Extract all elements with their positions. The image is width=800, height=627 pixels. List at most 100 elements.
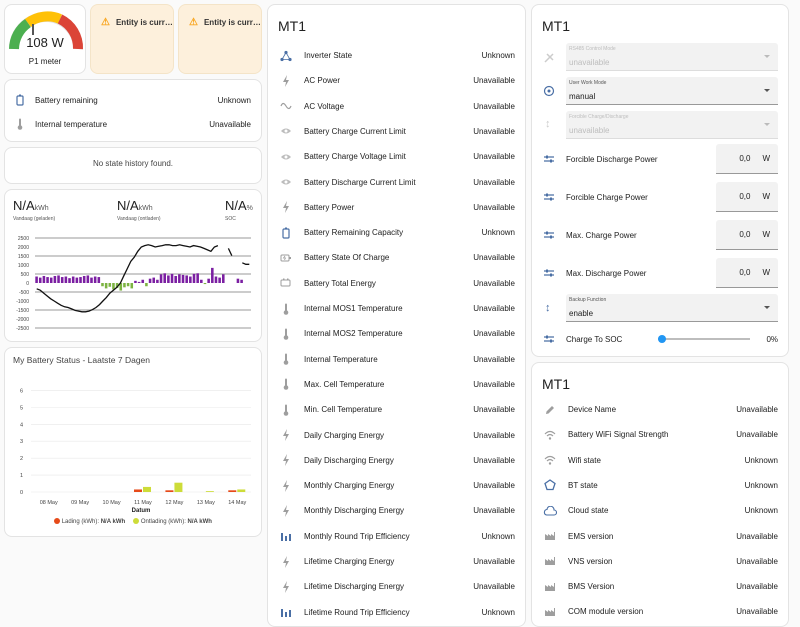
row-ac-voltage[interactable]: AC Voltage Unavailable [268,94,525,119]
tune-icon [532,192,566,202]
row-label: Battery Discharge Current Limit [304,177,416,187]
row-ems-version[interactable]: EMS version Unavailable [532,524,788,549]
stat-soc[interactable]: N/A% SOC [225,197,253,222]
charge-to-soc-slider[interactable] [658,334,750,344]
gauge-segment-red [57,14,83,50]
row-label: Inverter State [304,51,353,60]
row-vns-version[interactable]: VNS version Unavailable [532,549,788,574]
row-value: Unavailable [473,101,515,111]
row-bt-state[interactable]: BT state Unknown [532,473,788,498]
row-value: Unavailable [736,405,778,414]
row-wifi-state[interactable]: Wifi state Unknown [532,448,788,473]
row-battery-discharge-current-limit[interactable]: Battery Discharge Current Limit Unavailab… [268,170,525,195]
row-internal-temperature[interactable]: Internal Temperature Unavailable [268,347,525,372]
row-ac-power[interactable]: AC Power Unavailable [268,68,525,93]
row-monthly-round-trip-efficiency[interactable]: Monthly Round Trip Efficiency Unknown [268,524,525,549]
row-value: Unavailable [473,582,515,592]
battery-remaining-row[interactable]: Battery remaining Unknown [5,88,261,112]
history-card: No state history found. [4,147,262,184]
forcible-discharge-power-input[interactable]: 0,0 W [716,144,778,174]
row-label: Monthly Round Trip Efficiency [304,531,410,541]
row-max-charge-power: Max. Charge Power 0,0 W [532,220,778,250]
row-label: Wifi state [568,455,601,465]
row-battery-charge-current-limit[interactable]: Battery Charge Current Limit Unavailable [268,119,525,144]
slider-handle[interactable] [658,335,666,343]
row-battery-remaining-capacity[interactable]: Battery Remaining Capacity Unknown [268,220,525,245]
legend-item-lading[interactable]: Lading (kWh): N/A kWh [54,518,125,525]
power-bar [130,283,134,289]
row-daily-charging-energy[interactable]: Daily Charging Energy Unavailable [268,423,525,448]
week-chart: 0 1 2 3 4 5 6 08 May 09 May 10 May 11 May 12 May 13 … [20,388,251,514]
power-bar [170,273,174,283]
row-lifetime-charging-energy[interactable]: Lifetime Charging Energy Unavailable [268,549,525,574]
row-monthly-charging-energy[interactable]: Monthly Charging Energy Unavailable [268,473,525,498]
row-value: Unavailable [473,278,515,288]
row-internal-mos2-temperature[interactable]: Internal MOS2 Temperature Unavailable [268,321,525,346]
row-bms-version[interactable]: BMS Version Unavailable [532,574,788,599]
row-inverter-state[interactable]: Inverter State Unknown [268,43,525,68]
stat-discharged[interactable]: N/AkWh Vandaag (ontladen) [117,197,161,222]
stat-unit: kWh [138,205,153,212]
row-label: COM module version [568,607,644,617]
backup-function-select[interactable]: Backup Function enable [566,294,778,322]
row-device-name[interactable]: Device Name Unavailable [532,397,788,422]
row-lifetime-round-trip-efficiency[interactable]: Lifetime Round Trip Efficiency Unknown [268,600,525,625]
x-tick-label: 08 May [40,500,58,506]
chart-legend: Lading (kWh): N/A kWh Ontlading (kWh): N… [5,518,261,525]
row-label: Lifetime Discharging Energy [304,582,405,592]
select-value: unavailable [569,58,610,67]
row-lifetime-discharging-energy[interactable]: Lifetime Discharging Energy Unavailable [268,574,525,599]
row-monthly-discharging-energy[interactable]: Monthly Discharging Energy Unavailable [268,498,525,523]
power-bar [86,275,90,283]
row-battery-charge-voltage-limit[interactable]: Battery Charge Voltage Limit Unavailable [268,144,525,169]
row-battery-wifi-signal-strength[interactable]: Battery WiFi Signal Strength Unavailable [532,422,788,447]
power-bar [196,273,199,283]
power-bar [53,275,57,283]
power-bar [167,275,170,283]
row-value: Unavailable [473,152,515,162]
row-com-module-version[interactable]: COM module version Unavailable [532,599,788,624]
row-value: Unavailable [473,177,515,187]
row-daily-discharging-energy[interactable]: Daily Discharging Energy Unavailable [268,448,525,473]
stat-charged[interactable]: N/AkWh Vandaag (geladen) [13,197,55,222]
internal-temperature-row[interactable]: Internal temperature Unavailable [5,112,261,136]
gauge-value: 108 W [26,35,64,50]
p1-meter-gauge-card[interactable]: 108 W P1 meter [4,4,86,74]
row-value: Unavailable [473,506,515,516]
row-battery-total-energy[interactable]: Battery Total Energy Unavailable [268,271,525,296]
row-internal-mos1-temperature[interactable]: Internal MOS1 Temperature Unavailable [268,296,525,321]
row-min-cell-temperature[interactable]: Min. Cell Temperature Unavailable [268,397,525,422]
power-bar [207,278,210,283]
forcible-charge-discharge-select[interactable]: Forcible Charge/Discharge unavailable [566,111,778,139]
bar-ontlading-kwh [174,482,183,492]
forcible-charge-power-input[interactable]: 0,0 W [716,182,778,212]
legend-item-ontlading[interactable]: Ontlading (kWh): N/A kWh [133,518,212,525]
work-mode-icon [543,85,555,97]
row-label: Cloud state [568,506,609,516]
gauge-label: P1 meter [28,57,62,66]
max-discharge-power-input[interactable]: 0,0 W [716,258,778,288]
row-cloud-state[interactable]: Cloud state Unknown [532,498,788,523]
warning-card-2[interactable]: ⚠ Entity is curr… [178,4,262,74]
chevron-down-icon [764,306,770,309]
y-tick-label: 500 [21,272,30,278]
power-bar [178,274,181,283]
x-tick-label: 13 May [197,500,215,506]
x-tick-label: 14 May [228,500,246,506]
warning-icon: ⚠ [101,17,110,28]
y-tick-label: 6 [20,388,23,394]
user-work-mode-select[interactable]: User Work Mode manual [566,77,778,105]
chevron-down-icon [764,123,770,126]
row-max-cell-temperature[interactable]: Max. Cell Temperature Unavailable [268,372,525,397]
row-value: Unknown [481,51,515,60]
warning-card-1[interactable]: ⚠ Entity is curr… [90,4,174,74]
max-charge-power-input[interactable]: 0,0 W [716,220,778,250]
row-battery-state-of-charge[interactable]: Battery State Of Charge Unavailable [268,245,525,270]
select-value: manual [569,92,596,101]
row-value: Unavailable [736,531,778,541]
rs485-control-mode-select[interactable]: RS485 Control Mode unavailable [566,43,778,71]
swap-vertical-icon: ↕ [545,302,551,314]
power-bar [71,276,75,283]
row-battery-power[interactable]: Battery Power Unavailable [268,195,525,220]
x-tick-label: 10 May [103,500,121,506]
